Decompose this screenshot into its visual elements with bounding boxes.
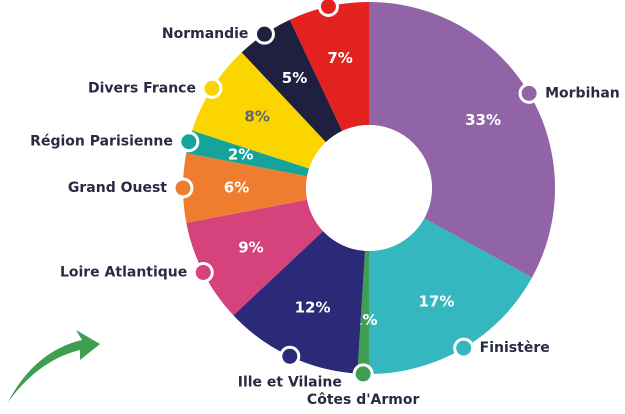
page: {"chart_data": {"type": "donut", "catego… bbox=[0, 0, 625, 414]
label-marker bbox=[203, 79, 221, 97]
category-label: Grand Ouest bbox=[68, 180, 167, 196]
label-marker bbox=[455, 339, 473, 357]
category-label: Morbihan bbox=[545, 85, 620, 101]
category-label: Finistère bbox=[480, 340, 550, 356]
percent-label: 5% bbox=[282, 69, 307, 87]
decorative-arrow bbox=[8, 330, 100, 402]
category-label: Côtes d'Armor bbox=[307, 392, 420, 408]
label-marker bbox=[255, 25, 273, 43]
category-label: Loire Atlantique bbox=[60, 264, 187, 280]
label-marker bbox=[319, 0, 337, 15]
label-marker bbox=[354, 365, 372, 383]
percent-label: 9% bbox=[238, 239, 263, 257]
percent-label: 17% bbox=[418, 293, 454, 311]
label-marker bbox=[174, 179, 192, 197]
label-marker bbox=[281, 347, 299, 365]
label-marker bbox=[194, 263, 212, 281]
donut-hole bbox=[306, 125, 432, 251]
percent-label: 6% bbox=[224, 179, 249, 197]
percent-label: 7% bbox=[327, 49, 352, 67]
category-label: Ille et Vilaine bbox=[238, 374, 342, 390]
percent-label: 33% bbox=[465, 111, 501, 129]
label-marker bbox=[520, 84, 538, 102]
label-marker bbox=[180, 133, 198, 151]
chart: 33%17%1%12%9%6%2%8%5%7%MorbihanFinistère… bbox=[0, 0, 625, 414]
category-label: Normandie bbox=[162, 26, 249, 42]
category-label: Région Parisienne bbox=[30, 134, 173, 150]
percent-label: 8% bbox=[244, 108, 269, 126]
percent-label: 12% bbox=[295, 298, 331, 316]
category-label: Divers France bbox=[88, 80, 196, 96]
